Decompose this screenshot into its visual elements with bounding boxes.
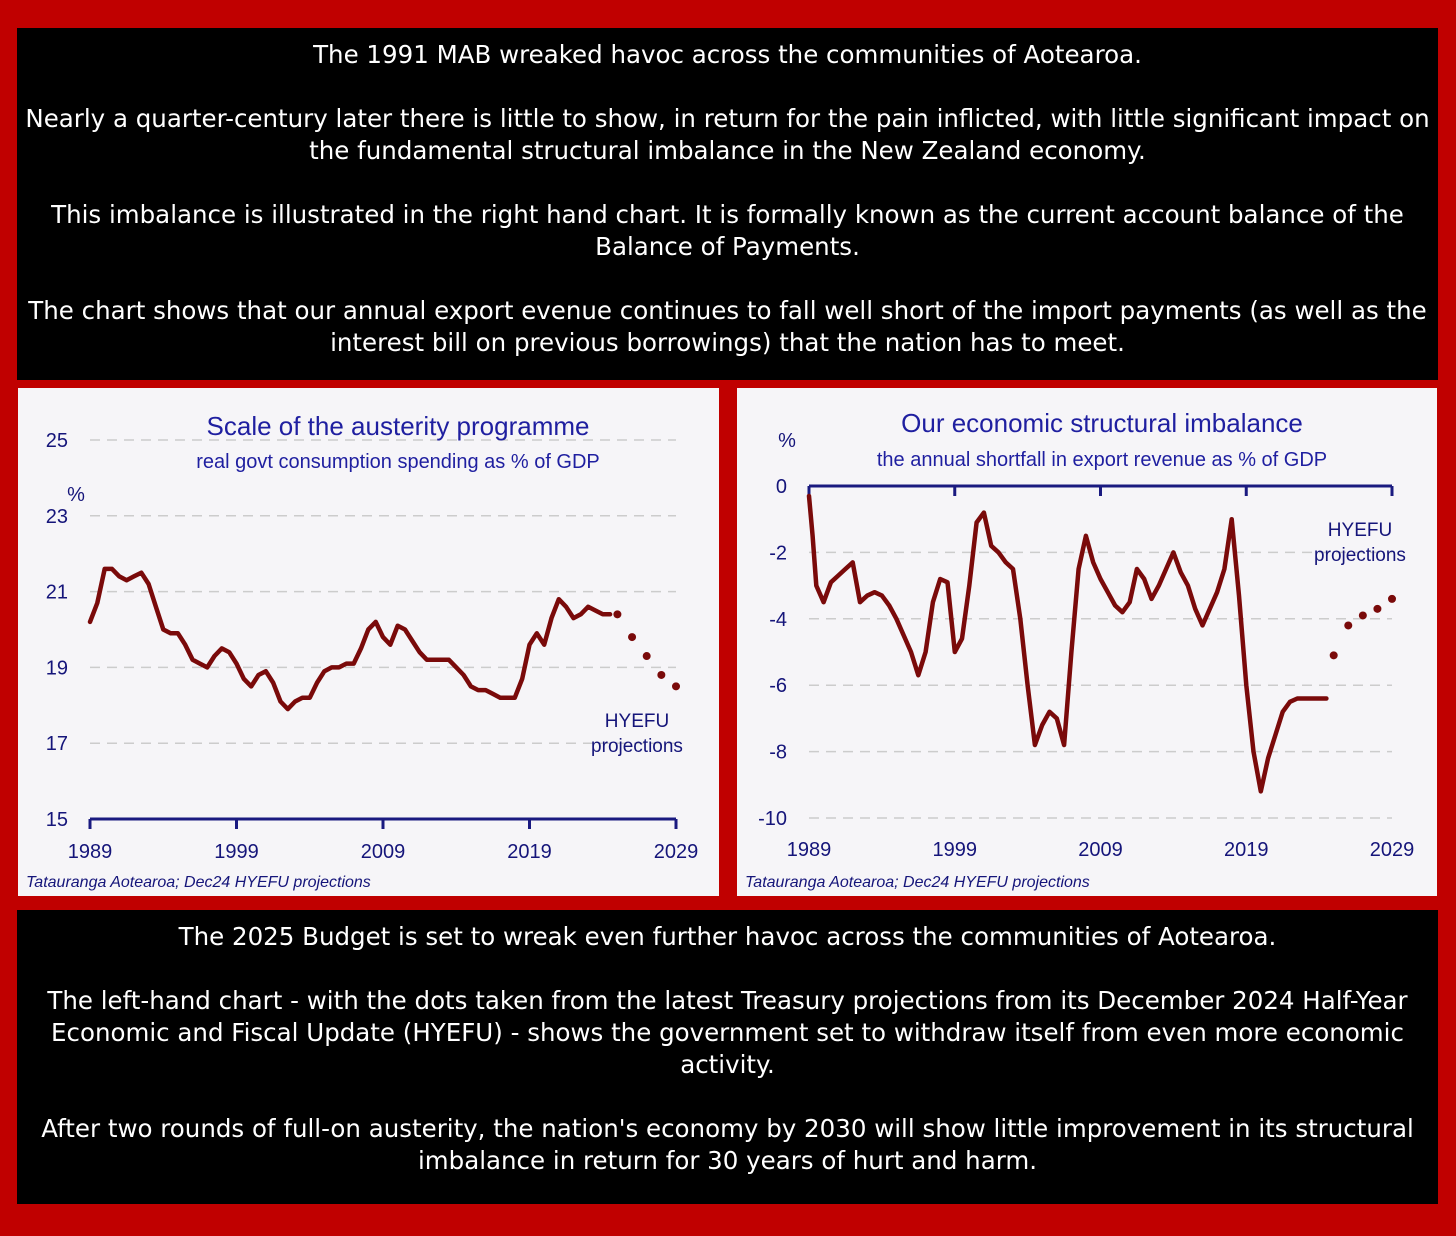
y-unit-label: % (778, 430, 796, 452)
x-tick-label: 1999 (214, 841, 259, 863)
x-tick-label: 1989 (68, 841, 113, 863)
y-tick-label: -4 (769, 609, 787, 631)
top-paragraph-4: The chart shows that our annual export e… (28, 296, 1427, 357)
x-tick-label: 1999 (933, 839, 978, 861)
y-tick-label: -10 (758, 808, 787, 830)
x-tick-label: 2009 (361, 841, 406, 863)
x-tick-label: 2019 (1224, 839, 1269, 861)
y-tick-label: 17 (46, 733, 68, 755)
x-tick-label: 2029 (1370, 839, 1415, 861)
projection-point (657, 670, 666, 679)
projection-note-line1: HYEFU (605, 711, 669, 732)
projection-note-line2: projections (591, 736, 683, 757)
chart-title: Scale of the austerity programme (207, 411, 590, 441)
y-tick-label: 25 (46, 430, 68, 452)
y-tick-label: 19 (46, 657, 68, 679)
projection-point (1329, 651, 1338, 660)
imbalance-chart-svg: 1989 1999 2009 2019 2029 0 -2 -4 -6 -8 -10 Our econ… (745, 408, 1415, 891)
projection-point (672, 682, 680, 691)
source-note: Tatauranga Aotearoa; Dec24 HYEFU project… (26, 874, 371, 891)
projection-note-line1: HYEFU (1328, 520, 1392, 541)
top-paragraph-3: This imbalance is illustrated in the rig… (51, 200, 1404, 261)
top-paragraph-1: The 1991 MAB wreaked havoc across the co… (313, 40, 1142, 69)
top-paragraph-2: Nearly a quarter-century later there is … (25, 104, 1430, 165)
series-line (87, 566, 613, 712)
projection-point (1388, 594, 1396, 603)
y-unit-label: % (67, 484, 85, 506)
projection-point (613, 610, 622, 619)
series-line (806, 493, 1329, 794)
x-tick-label: 2009 (1078, 839, 1123, 861)
x-tick-label: 1989 (787, 839, 832, 861)
chart-title: Our economic structural imbalance (901, 408, 1303, 438)
austerity-chart: 1989 1999 2009 2019 2029 15 17 19 21 23 25 Scale of… (18, 388, 719, 896)
imbalance-chart: 1989 1999 2009 2019 2029 0 -2 -4 -6 -8 -10 Our econ… (737, 388, 1437, 896)
y-tick-label: -2 (769, 542, 787, 564)
projection-point (628, 633, 637, 642)
bottom-text-panel: The 2025 Budget is set to wreak even fur… (17, 910, 1438, 1204)
bottom-paragraph-2: The left-hand chart - with the dots take… (47, 986, 1408, 1079)
projection-point (642, 652, 651, 661)
x-tick-label: 2019 (507, 841, 552, 863)
chart-subtitle: real govt consumption spending as % of G… (196, 451, 600, 473)
projection-point (1344, 621, 1353, 630)
y-tick-label: -6 (769, 675, 787, 697)
x-tick-label: 2029 (654, 841, 699, 863)
source-note: Tatauranga Aotearoa; Dec24 HYEFU project… (745, 874, 1090, 891)
austerity-chart-svg: 1989 1999 2009 2019 2029 15 17 19 21 23 25 Scale of… (26, 411, 699, 891)
projection-point (1358, 611, 1367, 620)
y-tick-label: 21 (46, 582, 68, 604)
chart-subtitle: the annual shortfall in export revenue a… (877, 449, 1327, 471)
y-tick-label: 23 (46, 506, 68, 528)
bottom-paragraph-1: The 2025 Budget is set to wreak even fur… (178, 922, 1277, 951)
projection-point (1373, 604, 1382, 613)
top-text-panel: The 1991 MAB wreaked havoc across the co… (17, 28, 1438, 380)
y-tick-label: 15 (46, 809, 68, 831)
bottom-paragraph-3: After two rounds of full-on austerity, t… (41, 1114, 1414, 1175)
y-tick-label: -8 (769, 742, 787, 764)
y-tick-label: 0 (776, 476, 787, 498)
projection-note-line2: projections (1314, 545, 1406, 566)
